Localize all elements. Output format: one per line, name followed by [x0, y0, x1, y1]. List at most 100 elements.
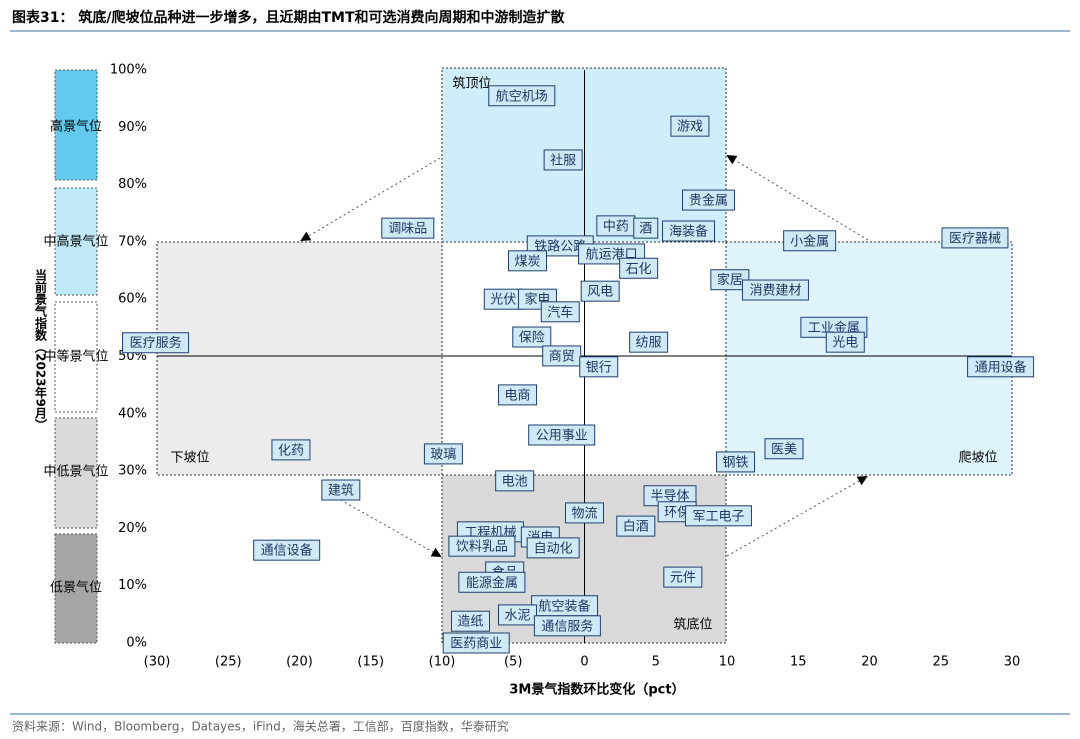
point: 风电	[580, 280, 620, 302]
y-tick-label: 30%	[118, 464, 147, 479]
point-box	[122, 332, 190, 354]
point-label: 商贸	[549, 349, 575, 364]
point-label: 建筑	[328, 483, 354, 499]
point: 消费建材	[741, 279, 809, 301]
point-label: 煤炭	[514, 254, 540, 269]
zone-box	[54, 301, 98, 413]
point-box	[498, 604, 538, 626]
zone-label: 中低景气位	[43, 464, 108, 480]
point-label: 自动化	[534, 541, 573, 556]
point: 钢铁	[716, 451, 756, 473]
point: 保险	[512, 326, 552, 348]
point-label: 石化	[626, 262, 652, 277]
y-tick-label: 60%	[118, 292, 147, 307]
point-label: 半导体	[650, 489, 689, 504]
point-label: 化药	[278, 443, 304, 458]
x-tick-label: (15)	[357, 655, 384, 670]
point: 光电	[825, 331, 865, 353]
point-label: 风电	[587, 285, 613, 300]
point-box	[508, 250, 547, 272]
point-label: 玻璃	[430, 447, 456, 462]
point: 物流	[565, 502, 604, 524]
point-box	[442, 632, 510, 654]
point-label: 游戏	[677, 120, 703, 135]
point-box	[451, 610, 490, 632]
point: 商贸	[542, 345, 582, 367]
arrow	[726, 476, 868, 557]
point-box	[764, 438, 804, 460]
point-label: 医疗器械	[949, 231, 1001, 246]
point: 化药	[271, 439, 311, 461]
x-tick-label: 5	[652, 655, 660, 670]
chart-title: 图表31： 筑底/爬坡位品种进一步增多，且近期由TMT和可选消费向周期和中游制造…	[12, 9, 565, 26]
point-label: 物流	[571, 506, 597, 521]
x-tick-label: 20	[861, 655, 878, 670]
point-box	[448, 535, 516, 557]
point-box	[783, 230, 837, 252]
point-box	[967, 356, 1035, 378]
point-label: 海装备	[669, 224, 708, 240]
point-label: 军工电子	[692, 509, 744, 524]
point-label: 光电	[832, 336, 858, 351]
zone-label: 低景气位	[50, 580, 102, 596]
point: 元件	[663, 566, 703, 588]
point-label: 通信服务	[541, 618, 593, 634]
point: 饮料乳品	[448, 535, 516, 557]
point: 电池	[495, 470, 535, 492]
x-tick-label: 25	[932, 655, 949, 670]
point-label: 医疗服务	[130, 335, 182, 351]
point-box	[488, 85, 556, 107]
point-box	[498, 384, 538, 406]
zone-box	[54, 69, 98, 181]
x-tick-label: 10	[719, 655, 736, 670]
point-box	[579, 356, 619, 378]
point-box	[540, 301, 580, 323]
point-label: 光伏	[490, 293, 516, 308]
point-box	[253, 539, 321, 561]
point-box	[543, 149, 583, 171]
point: 煤炭	[508, 250, 547, 272]
y-tick-label: 90%	[118, 120, 147, 135]
point: 能源金属	[458, 571, 526, 593]
point: 自动化	[526, 537, 580, 559]
y-tick-label: 40%	[118, 406, 147, 421]
point-label: 通用设备	[975, 359, 1027, 375]
point-box	[528, 424, 596, 446]
y-tick-label: 100%	[110, 63, 147, 78]
point-label: 白酒	[623, 519, 649, 535]
source: 资料来源：Wind，Bloomberg，Datayes，iFind，海关总署，工…	[12, 719, 509, 734]
point-box	[526, 537, 580, 559]
point-box	[423, 443, 463, 465]
point-label: 调味品	[388, 222, 427, 237]
point-label: 贵金属	[689, 193, 728, 209]
point: 小金属	[783, 230, 837, 252]
point: 贵金属	[681, 189, 735, 211]
point-label: 通信设备	[261, 543, 313, 559]
point-label: 铁路公路	[534, 238, 586, 254]
y-tick-label: 0%	[126, 636, 147, 651]
point-box	[512, 326, 552, 348]
point: 通信服务	[533, 615, 601, 637]
y-tick-label: 70%	[118, 234, 147, 249]
zone-label: 中高景气位	[43, 234, 108, 250]
point-box	[381, 217, 435, 239]
point-box	[670, 115, 710, 137]
point: 汽车	[540, 301, 580, 323]
y-tick-label: 20%	[118, 521, 147, 536]
point-label: 酒	[639, 222, 652, 237]
zone-box	[54, 533, 98, 644]
x-tick-label: (20)	[286, 655, 313, 670]
point: 航空装备	[531, 595, 599, 617]
point: 造纸	[451, 610, 490, 632]
point-box	[941, 227, 1009, 249]
point-box	[663, 566, 703, 588]
arrow	[322, 489, 442, 557]
point: 公用事业	[528, 424, 596, 446]
point-label: 环保	[664, 505, 690, 520]
point: 酒	[633, 217, 659, 239]
point: 半导体	[643, 485, 697, 507]
point: 建筑	[321, 479, 361, 501]
y-tick-label: 10%	[118, 578, 147, 593]
point-box	[616, 515, 656, 537]
phase-region	[156, 241, 443, 476]
